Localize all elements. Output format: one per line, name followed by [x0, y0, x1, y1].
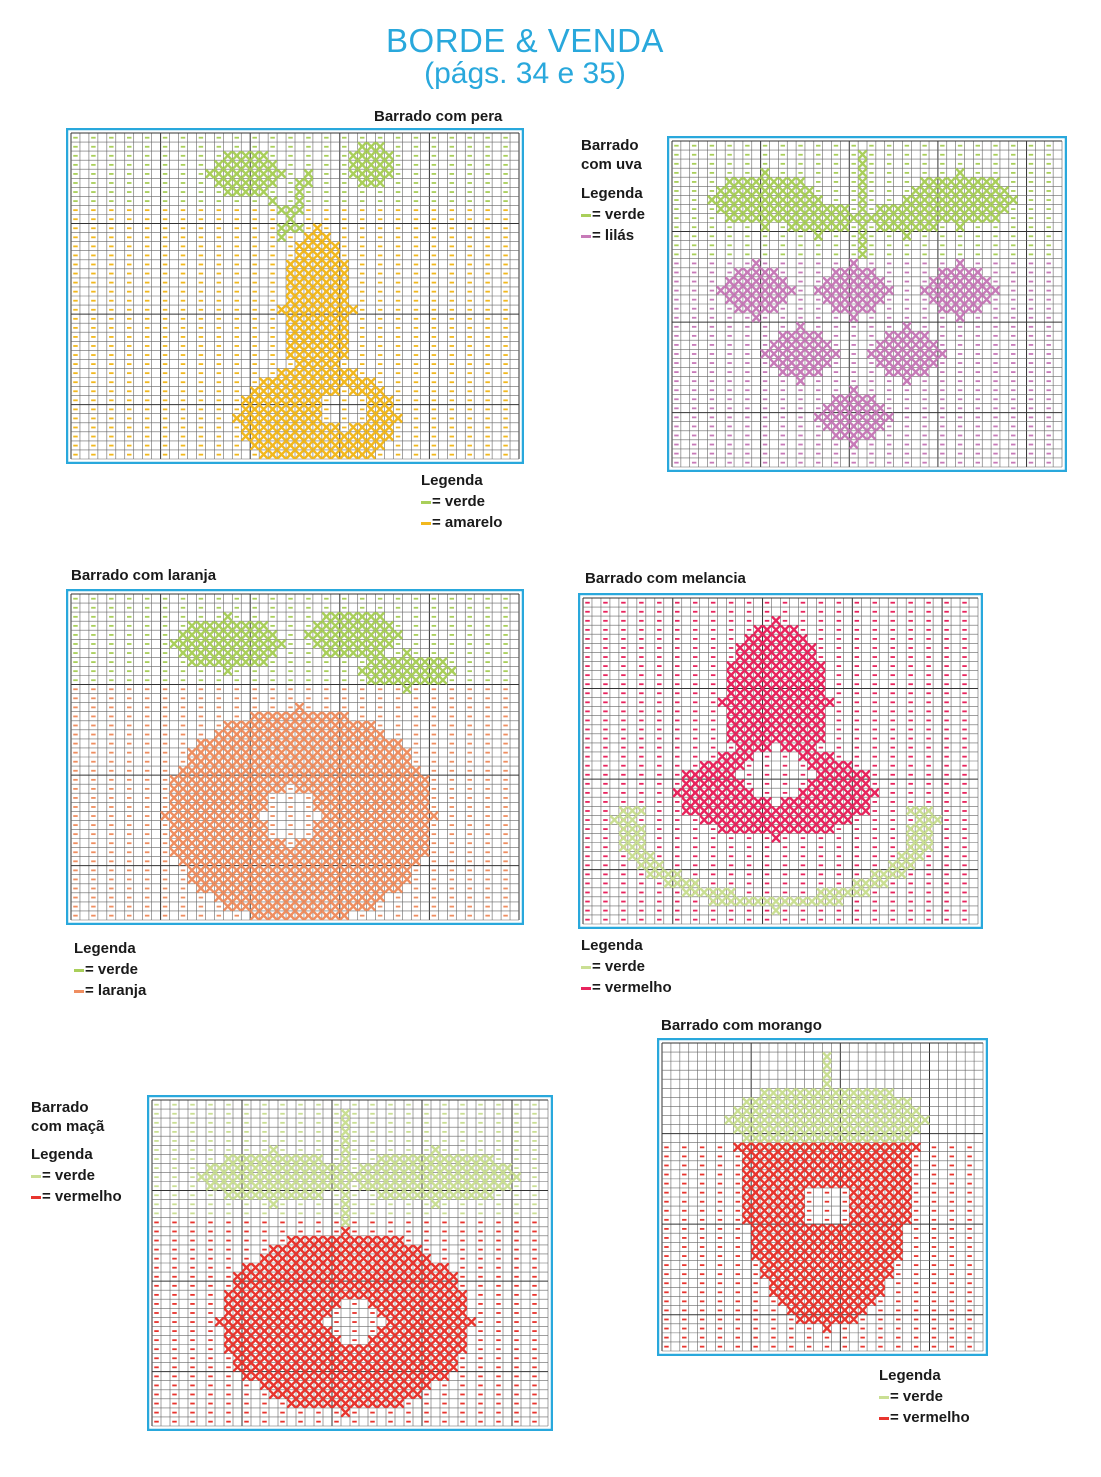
- legend-label: = verde: [85, 961, 138, 978]
- legend-title: Legenda: [31, 1146, 93, 1163]
- chart-title-pera: Barrado com pera: [374, 108, 503, 125]
- stitch-motif: [196, 1108, 522, 1418]
- chart-title-laranja: Barrado com laranja: [71, 567, 217, 584]
- grid-lines: [661, 1042, 984, 1352]
- swatch-vermelho: [879, 1416, 889, 1420]
- legend-laranja: Legenda = verde = laranja: [74, 938, 146, 1001]
- chart-grid-melancia: [578, 593, 983, 929]
- legend-pera: Legenda = verde = amarelo: [421, 470, 502, 533]
- legend-title: Legenda: [74, 940, 136, 957]
- legend-uva: Legenda = verde = lilás: [581, 183, 645, 246]
- chart-border: [667, 136, 1067, 472]
- legend-maca: Legenda = verde = vermelho: [31, 1144, 122, 1207]
- grid-lines: [671, 140, 1063, 468]
- swatch-verde: [31, 1174, 41, 1178]
- legend-label: = verde: [592, 206, 645, 223]
- grid-lines: [151, 1099, 549, 1427]
- stitch-motif: [160, 611, 457, 921]
- legend-title: Legenda: [421, 472, 483, 489]
- legend-title: Legenda: [879, 1367, 941, 1384]
- swatch-amarelo: [421, 521, 431, 525]
- stitch-motif: [205, 141, 403, 460]
- legend-label: = verde: [890, 1388, 943, 1405]
- page-title: BORDE & VENDA: [386, 22, 664, 59]
- chart-border: [66, 589, 524, 925]
- grid-lines: [70, 593, 520, 921]
- swatch-verde: [74, 968, 84, 972]
- grid-lines: [582, 597, 979, 925]
- legend-label: = vermelho: [890, 1409, 970, 1426]
- background-dashes: [73, 209, 508, 456]
- stitch-motif: [707, 149, 1018, 450]
- legend-label: = verde: [432, 493, 485, 510]
- legend-label: = laranja: [85, 982, 147, 999]
- legend-label: = lilás: [592, 227, 635, 244]
- swatch-laranja: [74, 989, 84, 993]
- chart-title-morango: Barrado com morango: [661, 1017, 822, 1034]
- chart-title-maca: Barrado com maçã: [31, 1099, 105, 1135]
- chart-grid-maca: [147, 1095, 553, 1431]
- legend-morango: Legenda = verde = vermelho: [879, 1365, 970, 1428]
- swatch-vermelho: [581, 986, 591, 990]
- stitch-motif: [609, 615, 943, 916]
- swatch-vermelho: [31, 1195, 41, 1199]
- swatch-verde: [879, 1395, 889, 1399]
- legend-label: = vermelho: [42, 1188, 122, 1205]
- legend-label: = vermelho: [592, 979, 672, 996]
- swatch-lilas: [581, 234, 591, 238]
- chart-border: [578, 593, 983, 929]
- legend-label: = amarelo: [432, 514, 503, 531]
- legend-title: Legenda: [581, 185, 643, 202]
- grid-lines: [70, 132, 520, 460]
- chart-title-uva: Barrado com uva: [581, 137, 642, 173]
- swatch-verde: [421, 500, 431, 504]
- legend-label: = verde: [592, 958, 645, 975]
- chart-border: [657, 1038, 988, 1356]
- chart-grid-uva: [667, 136, 1067, 472]
- legend-title: Legenda: [581, 937, 643, 954]
- stitch-motif: [724, 1051, 930, 1334]
- chart-border: [147, 1095, 553, 1431]
- swatch-verde: [581, 213, 591, 217]
- chart-grid-morango: [657, 1038, 988, 1356]
- page-subtitle: (págs. 34 e 35): [424, 57, 626, 90]
- chart-grid-pera: [66, 128, 524, 464]
- swatch-verde: [581, 965, 591, 969]
- chart-grid-laranja: [66, 589, 524, 925]
- legend-label: = verde: [42, 1167, 95, 1184]
- chart-border: [66, 128, 524, 464]
- legend-melancia: Legenda = verde = vermelho: [581, 935, 672, 998]
- chart-title-melancia: Barrado com melancia: [585, 570, 746, 587]
